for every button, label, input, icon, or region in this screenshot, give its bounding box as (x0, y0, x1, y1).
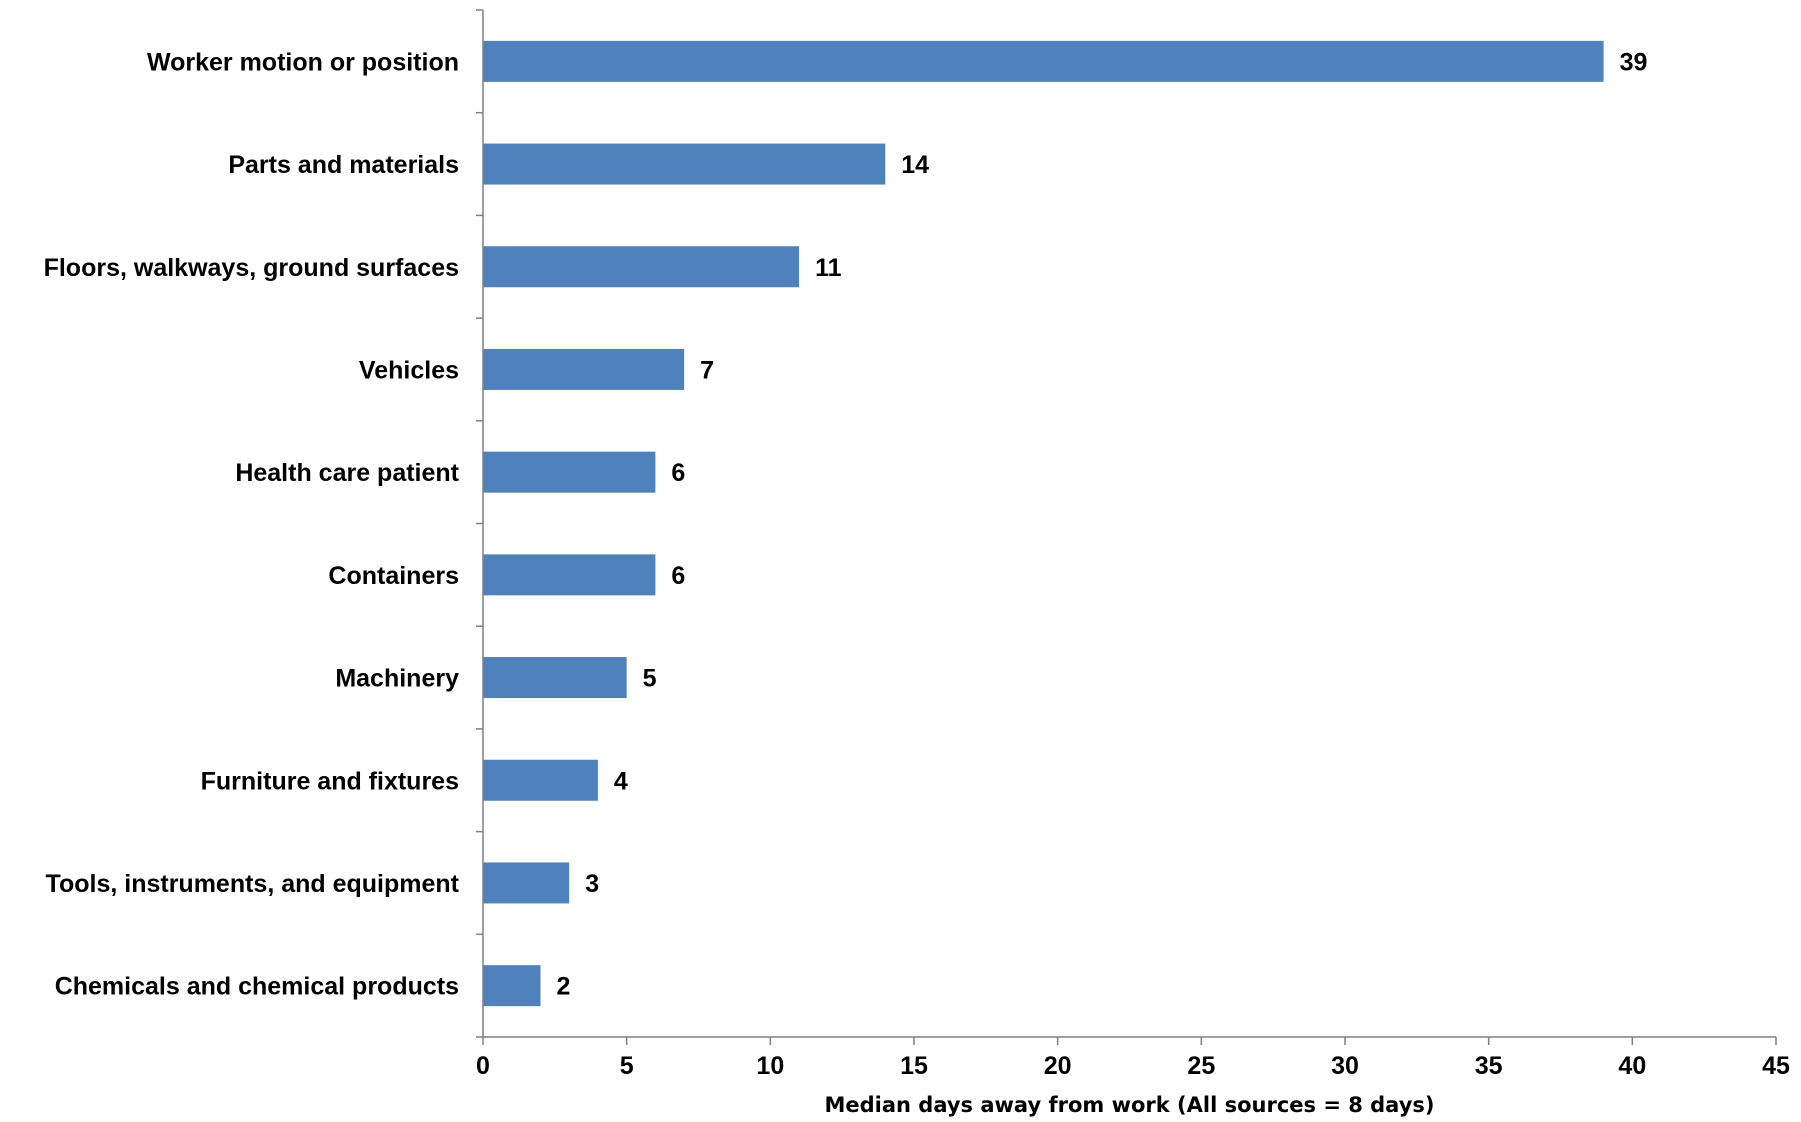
category-label-7: Furniture and fixtures (201, 767, 459, 795)
value-label-6: 5 (643, 665, 657, 693)
x-tick-label-9: 45 (1762, 1052, 1790, 1080)
value-label-5: 6 (671, 562, 685, 590)
category-label-4: Health care patient (235, 459, 459, 487)
bar-5 (483, 554, 656, 596)
x-tick-label-1: 5 (620, 1052, 634, 1080)
labels-layer: Worker motion or position 39 Parts and mat… (44, 48, 1790, 1080)
x-tick-label-7: 35 (1475, 1052, 1503, 1080)
value-label-0: 39 (1620, 48, 1648, 76)
category-label-6: Machinery (335, 665, 459, 693)
x-tick-label-5: 25 (1187, 1052, 1215, 1080)
bar-9 (483, 965, 541, 1007)
x-tick-label-4: 20 (1044, 1052, 1072, 1080)
value-label-2: 11 (815, 254, 842, 282)
bar-1 (483, 143, 886, 185)
value-label-4: 6 (671, 459, 685, 487)
x-axis-title: Median days away from work (All sources … (825, 1093, 1435, 1117)
bar-3 (483, 348, 685, 390)
category-label-9: Chemicals and chemical products (55, 973, 459, 1001)
value-label-3: 7 (700, 356, 714, 384)
x-tick-label-3: 15 (900, 1052, 928, 1080)
value-label-8: 3 (585, 870, 599, 898)
bar-0 (483, 40, 1604, 82)
value-label-7: 4 (614, 767, 628, 795)
bar-2 (483, 246, 800, 288)
bar-7 (483, 759, 598, 801)
bar-4 (483, 451, 656, 493)
bar-8 (483, 862, 570, 904)
value-label-9: 2 (556, 973, 570, 1001)
x-tick-label-0: 0 (476, 1052, 490, 1080)
bar-6 (483, 657, 627, 699)
x-tick-label-6: 30 (1331, 1052, 1359, 1080)
x-tick-label-2: 10 (756, 1052, 784, 1080)
category-label-3: Vehicles (359, 356, 459, 384)
value-label-1: 14 (901, 151, 929, 179)
category-label-5: Containers (328, 562, 459, 590)
category-label-8: Tools, instruments, and equipment (46, 870, 460, 898)
x-tick-label-8: 40 (1618, 1052, 1646, 1080)
axes-layer (476, 9, 1777, 1045)
category-label-1: Parts and materials (228, 151, 459, 179)
bars-layer (483, 40, 1604, 1007)
category-label-2: Floors, walkways, ground surfaces (44, 254, 459, 282)
category-label-0: Worker motion or position (147, 48, 459, 76)
